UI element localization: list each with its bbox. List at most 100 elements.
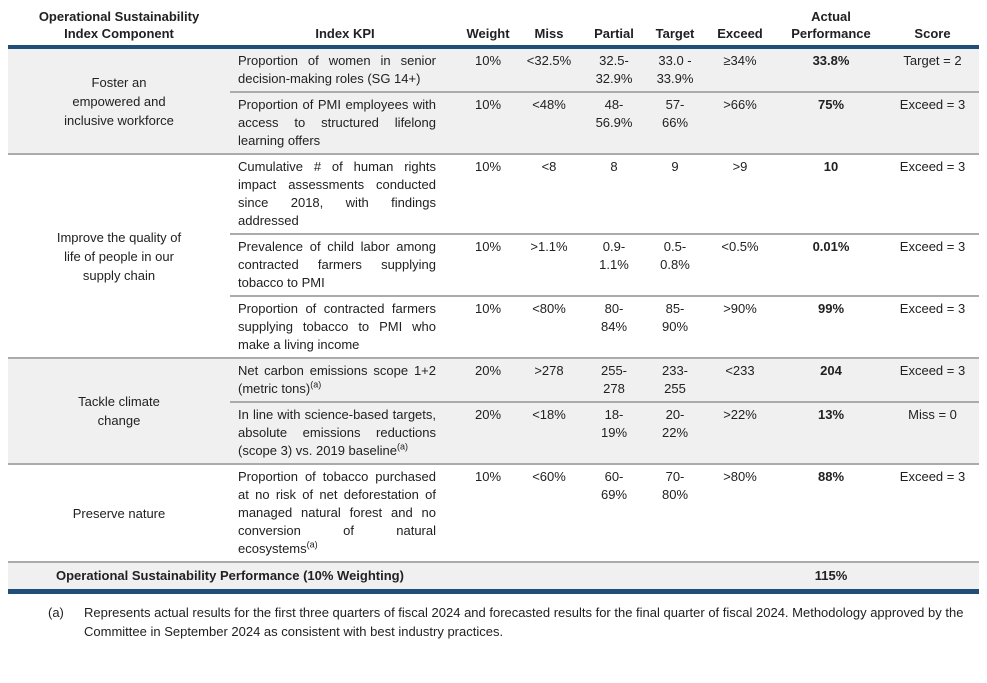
col-header-index-kpi: Index KPI — [230, 5, 460, 49]
weight-cell: 10% — [460, 153, 516, 234]
component-label: Foster an empowered and inclusive workfo… — [64, 74, 174, 128]
kpi-cell: Proportion of women in senior decision-m… — [230, 47, 460, 92]
table-header-row: Operational Sustainability Index Compone… — [8, 5, 979, 49]
target-cell: 85- 90% — [646, 295, 704, 358]
kpi-cell: Proportion of contracted farmers supplyi… — [230, 295, 460, 358]
miss-cell: >278 — [516, 357, 582, 402]
exceed-cell: >22% — [704, 401, 776, 464]
weight-cell: 10% — [460, 463, 516, 562]
weight-cell: 10% — [460, 233, 516, 296]
target-cell: 20- 22% — [646, 401, 704, 464]
exceed-cell: >80% — [704, 463, 776, 562]
target-cell: 57- 66% — [646, 91, 704, 154]
kpi-text: Proportion of tobacco purchased at no ri… — [238, 469, 436, 556]
footnote-ref: (a) — [310, 379, 322, 390]
score-cell: Exceed = 3 — [886, 463, 979, 562]
score-cell: Exceed = 3 — [886, 153, 979, 234]
exceed-cell: ≥34% — [704, 47, 776, 92]
table-row: Improve the quality of life of people in… — [8, 153, 979, 358]
col-header-miss: Miss — [516, 5, 582, 49]
partial-cell: 0.9- 1.1% — [582, 233, 646, 296]
partial-cell: 48- 56.9% — [582, 91, 646, 154]
partial-cell: 80- 84% — [582, 295, 646, 358]
target-cell: 33.0 - 33.9% — [646, 47, 704, 92]
miss-cell: <18% — [516, 401, 582, 464]
miss-cell: <32.5% — [516, 47, 582, 92]
col-header-component: Operational Sustainability Index Compone… — [8, 5, 230, 49]
actual-performance-cell: 99% — [776, 295, 886, 358]
total-label: Operational Sustainability Performance (… — [8, 561, 776, 594]
score-cell: Target = 2 — [886, 47, 979, 92]
exceed-cell: <0.5% — [704, 233, 776, 296]
component-cell-quality-of-life: Improve the quality of life of people in… — [8, 153, 230, 358]
component-cell-preserve-nature: Preserve nature — [8, 463, 230, 562]
kpi-cell: Net carbon emissions scope 1+2 (metric t… — [230, 357, 460, 402]
actual-performance-cell: 13% — [776, 401, 886, 464]
score-cell: Exceed = 3 — [886, 295, 979, 358]
actual-performance-cell: 0.01% — [776, 233, 886, 296]
partial-cell: 32.5- 32.9% — [582, 47, 646, 92]
kpi-text: Prevalence of child labor among contract… — [238, 239, 436, 290]
kpi-cell: Proportion of PMI employees with access … — [230, 91, 460, 154]
table-row: Prevalence of child labor among contract… — [8, 233, 979, 296]
component-cell-foster-workforce: Foster an empowered and inclusive workfo… — [8, 47, 230, 154]
component-cell-climate-change: Tackle climate change — [8, 357, 230, 464]
table-row: Foster an empowered and inclusive workfo… — [8, 47, 979, 154]
component-label: Preserve nature — [72, 505, 166, 521]
total-actual-performance: 115% — [776, 561, 886, 594]
weight-cell: 10% — [460, 91, 516, 154]
score-cell: Exceed = 3 — [886, 233, 979, 296]
table-row: Proportion of contracted farmers supplyi… — [8, 295, 979, 358]
total-score-empty — [886, 561, 979, 594]
component-label: Improve the quality of life of people in… — [56, 229, 182, 283]
table-row: Proportion of PMI employees with access … — [8, 91, 979, 154]
col-header-partial: Partial — [582, 5, 646, 49]
kpi-cell: Cumulative # of human rights impact asse… — [230, 153, 460, 234]
footnote: (a) Represents actual results for the fi… — [8, 603, 979, 641]
col-header-target: Target — [646, 5, 704, 49]
target-cell: 0.5- 0.8% — [646, 233, 704, 296]
miss-cell: <48% — [516, 91, 582, 154]
component-label: Tackle climate change — [78, 394, 160, 428]
kpi-text: Cumulative # of human rights impact asse… — [238, 159, 436, 228]
miss-cell: >1.1% — [516, 233, 582, 296]
exceed-cell: >90% — [704, 295, 776, 358]
operational-sustainability-index-table: Operational Sustainability Index Compone… — [8, 5, 979, 594]
target-cell: 70- 80% — [646, 463, 704, 562]
miss-cell: <8 — [516, 153, 582, 234]
actual-performance-cell: 204 — [776, 357, 886, 402]
table-row: In line with science-based targets, abso… — [8, 401, 979, 464]
col-header-actual-performance: Actual Performance — [776, 5, 886, 49]
weight-cell: 10% — [460, 295, 516, 358]
col-header-score: Score — [886, 5, 979, 49]
weight-cell: 10% — [460, 47, 516, 92]
target-cell: 9 — [646, 153, 704, 234]
col-header-exceed: Exceed — [704, 5, 776, 49]
miss-cell: <60% — [516, 463, 582, 562]
partial-cell: 18- 19% — [582, 401, 646, 464]
exceed-cell: >9 — [704, 153, 776, 234]
actual-performance-cell: 10 — [776, 153, 886, 234]
score-cell: Miss = 0 — [886, 401, 979, 464]
kpi-text: Proportion of women in senior decision-m… — [238, 53, 436, 86]
total-row: Operational Sustainability Performance (… — [8, 561, 979, 594]
kpi-text: Proportion of contracted farmers supplyi… — [238, 301, 436, 352]
partial-cell: 255- 278 — [582, 357, 646, 402]
footnote-text: Represents actual results for the first … — [84, 605, 964, 639]
exceed-cell: >66% — [704, 91, 776, 154]
footnote-marker: (a) — [48, 605, 64, 620]
kpi-cell: Prevalence of child labor among contract… — [230, 233, 460, 296]
table-row: Tackle climate change Net carbon emissio… — [8, 357, 979, 464]
actual-performance-cell: 88% — [776, 463, 886, 562]
target-cell: 233- 255 — [646, 357, 704, 402]
actual-performance-cell: 33.8% — [776, 47, 886, 92]
exceed-cell: <233 — [704, 357, 776, 402]
kpi-text: In line with science-based targets, abso… — [238, 407, 436, 458]
weight-cell: 20% — [460, 357, 516, 402]
table-row: Preserve nature Proportion of tobacco pu… — [8, 463, 979, 562]
score-cell: Exceed = 3 — [886, 357, 979, 402]
footnote-ref: (a) — [396, 441, 408, 452]
miss-cell: <80% — [516, 295, 582, 358]
partial-cell: 60- 69% — [582, 463, 646, 562]
footnote-ref: (a) — [306, 539, 318, 550]
